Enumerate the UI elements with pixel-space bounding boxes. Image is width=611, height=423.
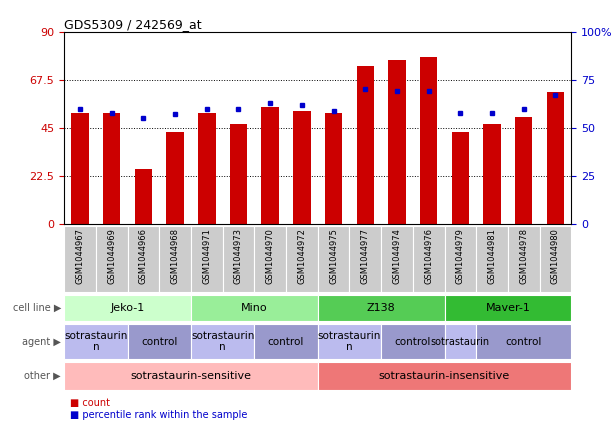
Bar xyxy=(413,226,445,292)
Text: GSM1044972: GSM1044972 xyxy=(298,228,306,284)
Text: sotrastaurin: sotrastaurin xyxy=(431,337,490,346)
Bar xyxy=(64,362,318,390)
Bar xyxy=(540,226,571,292)
Text: Z138: Z138 xyxy=(367,303,395,313)
Text: sotrastaurin
n: sotrastaurin n xyxy=(191,331,254,352)
Text: GSM1044967: GSM1044967 xyxy=(76,228,84,284)
Text: ■ count: ■ count xyxy=(70,398,110,408)
Text: GSM1044978: GSM1044978 xyxy=(519,228,529,284)
Bar xyxy=(483,124,501,224)
Bar xyxy=(103,113,120,224)
Bar xyxy=(134,169,152,224)
Bar xyxy=(318,324,381,359)
Text: GSM1044974: GSM1044974 xyxy=(392,228,401,284)
Bar xyxy=(293,111,310,224)
Bar xyxy=(445,324,476,359)
Text: GSM1044969: GSM1044969 xyxy=(107,228,116,284)
Bar xyxy=(318,294,445,321)
Text: other ▶: other ▶ xyxy=(24,371,61,381)
Text: sotrastaurin
n: sotrastaurin n xyxy=(64,331,128,352)
Bar xyxy=(325,113,342,224)
Text: GSM1044979: GSM1044979 xyxy=(456,228,465,284)
Bar xyxy=(191,226,222,292)
Text: GSM1044968: GSM1044968 xyxy=(170,228,180,284)
Text: sotrastaurin-sensitive: sotrastaurin-sensitive xyxy=(130,371,252,381)
Bar xyxy=(547,92,564,224)
Bar xyxy=(198,113,216,224)
Text: GSM1044971: GSM1044971 xyxy=(202,228,211,284)
Text: GSM1044975: GSM1044975 xyxy=(329,228,338,284)
Text: Jeko-1: Jeko-1 xyxy=(111,303,145,313)
Bar xyxy=(64,226,96,292)
Text: Mino: Mino xyxy=(241,303,268,313)
Text: GSM1044966: GSM1044966 xyxy=(139,228,148,284)
Text: ■ percentile rank within the sample: ■ percentile rank within the sample xyxy=(70,410,247,420)
Text: GSM1044980: GSM1044980 xyxy=(551,228,560,284)
Bar xyxy=(128,226,159,292)
Text: GDS5309 / 242569_at: GDS5309 / 242569_at xyxy=(64,18,202,30)
Text: control: control xyxy=(395,337,431,346)
Bar xyxy=(388,60,406,224)
Text: sotrastaurin-insensitive: sotrastaurin-insensitive xyxy=(379,371,510,381)
Bar xyxy=(445,294,571,321)
Text: GSM1044973: GSM1044973 xyxy=(234,228,243,284)
Bar xyxy=(191,324,254,359)
Bar xyxy=(286,226,318,292)
Bar xyxy=(381,226,413,292)
Bar xyxy=(64,324,128,359)
Bar xyxy=(508,226,540,292)
Bar xyxy=(254,324,318,359)
Bar xyxy=(128,324,191,359)
Bar xyxy=(381,324,445,359)
Bar xyxy=(318,226,349,292)
Bar xyxy=(476,226,508,292)
Text: GSM1044977: GSM1044977 xyxy=(360,228,370,284)
Bar xyxy=(349,226,381,292)
Bar xyxy=(222,226,254,292)
Text: control: control xyxy=(268,337,304,346)
Bar xyxy=(420,58,437,224)
Text: agent ▶: agent ▶ xyxy=(22,337,61,346)
Bar xyxy=(64,294,191,321)
Bar xyxy=(230,124,247,224)
Text: control: control xyxy=(141,337,177,346)
Bar xyxy=(159,226,191,292)
Bar xyxy=(476,324,571,359)
Bar xyxy=(318,362,571,390)
Text: Maver-1: Maver-1 xyxy=(486,303,530,313)
Bar xyxy=(166,132,184,224)
Text: GSM1044970: GSM1044970 xyxy=(266,228,275,284)
Bar xyxy=(262,107,279,224)
Bar xyxy=(254,226,286,292)
Text: GSM1044981: GSM1044981 xyxy=(488,228,497,284)
Bar xyxy=(71,113,89,224)
Bar xyxy=(452,132,469,224)
Text: GSM1044976: GSM1044976 xyxy=(424,228,433,284)
Text: cell line ▶: cell line ▶ xyxy=(13,303,61,313)
Bar xyxy=(191,294,318,321)
Bar xyxy=(96,226,128,292)
Text: control: control xyxy=(505,337,542,346)
Bar xyxy=(445,226,476,292)
Bar xyxy=(357,66,374,224)
Text: sotrastaurin
n: sotrastaurin n xyxy=(318,331,381,352)
Bar xyxy=(515,117,532,224)
